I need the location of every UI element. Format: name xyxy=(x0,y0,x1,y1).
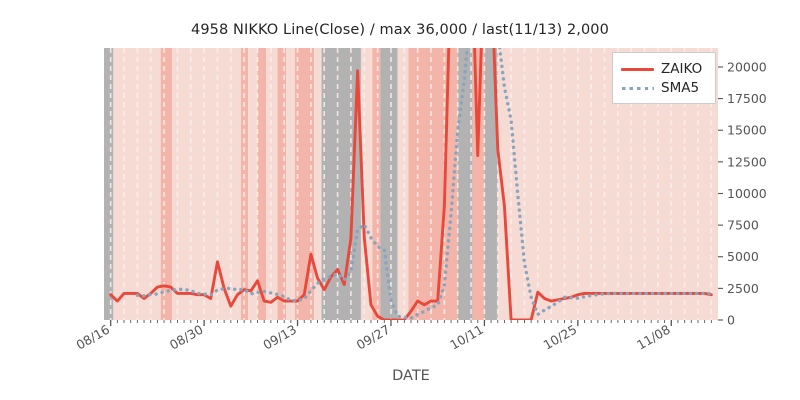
y-tick-label: 10000 xyxy=(727,186,767,201)
y-tick-label: 20000 xyxy=(727,59,767,74)
legend-item-sma5[interactable]: SMA5 xyxy=(621,78,707,97)
x-tick-label: 09/13 xyxy=(260,322,299,353)
chart-legend: ZAIKO SMA5 xyxy=(612,52,716,104)
chart-title: 4958 NIKKO Line(Close) / max 36,000 / la… xyxy=(191,22,609,38)
x-tick-label: 08/16 xyxy=(73,322,112,353)
y-axis-ticks: 0 2500 5000 7500 10000 12500 15000 17500 20000 xyxy=(718,59,767,328)
x-axis-ticks: 08/16 08/30 09/13 09/27 10/11 10/25 11/08 xyxy=(73,320,712,353)
y-tick-label: 5000 xyxy=(727,249,759,264)
legend-line-swatch-zaiko xyxy=(621,62,654,76)
y-tick-label: 15000 xyxy=(727,123,767,138)
y-tick-label: 12500 xyxy=(727,154,767,169)
x-axis-label: DATE xyxy=(392,368,430,384)
legend-line-swatch-sma5 xyxy=(621,81,654,95)
y-tick-label: 17500 xyxy=(727,91,767,106)
y-tick-label: 0 xyxy=(727,313,735,328)
legend-label-zaiko: ZAIKO xyxy=(661,60,703,77)
x-tick-label: 11/08 xyxy=(634,322,673,353)
x-tick-label: 08/30 xyxy=(167,322,206,353)
y-tick-label: 7500 xyxy=(727,218,759,233)
legend-item-zaiko[interactable]: ZAIKO xyxy=(621,59,707,78)
data-lines xyxy=(109,48,714,320)
x-tick-label: 10/11 xyxy=(447,322,486,353)
x-tick-label: 10/25 xyxy=(541,322,580,353)
legend-label-sma5: SMA5 xyxy=(661,79,700,96)
x-tick-label: 09/27 xyxy=(354,322,393,353)
grid-lines xyxy=(109,48,713,320)
y-tick-label: 2500 xyxy=(727,281,759,296)
